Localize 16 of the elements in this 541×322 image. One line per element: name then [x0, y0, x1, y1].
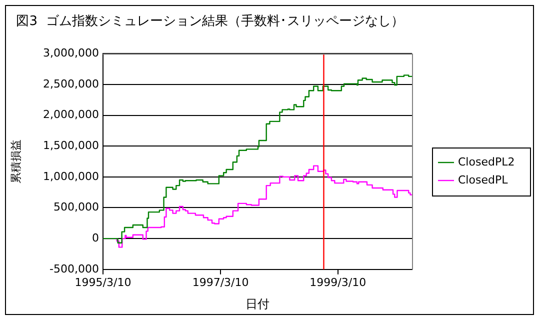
y-tick-label: 2,000,000	[43, 108, 99, 122]
legend-label: ClosedPL	[458, 173, 509, 186]
chart-title: 図3 ゴム指数シミュレーション結果（手数料･スリッページなし）	[16, 14, 404, 30]
y-tick-label: 2,500,000	[43, 77, 99, 90]
y-tick-label: 3,000,000	[43, 46, 99, 60]
y-tick-label: 500,000	[54, 200, 99, 214]
y-axis-title: 累積損益	[9, 140, 22, 184]
x-tick-label: 1999/3/10	[310, 276, 366, 289]
x-tick-label: 1995/3/10	[74, 276, 132, 289]
y-tick-label: 1,500,000	[43, 138, 99, 152]
y-tick-label: 1,000,000	[43, 170, 99, 183]
legend-label: ClosedPL2	[458, 155, 515, 168]
y-tick-label: 0	[92, 231, 99, 244]
x-tick-label: 1997/3/10	[192, 276, 249, 289]
x-axis-title: 日付	[246, 296, 270, 311]
y-tick-label: -500,000	[50, 262, 99, 276]
